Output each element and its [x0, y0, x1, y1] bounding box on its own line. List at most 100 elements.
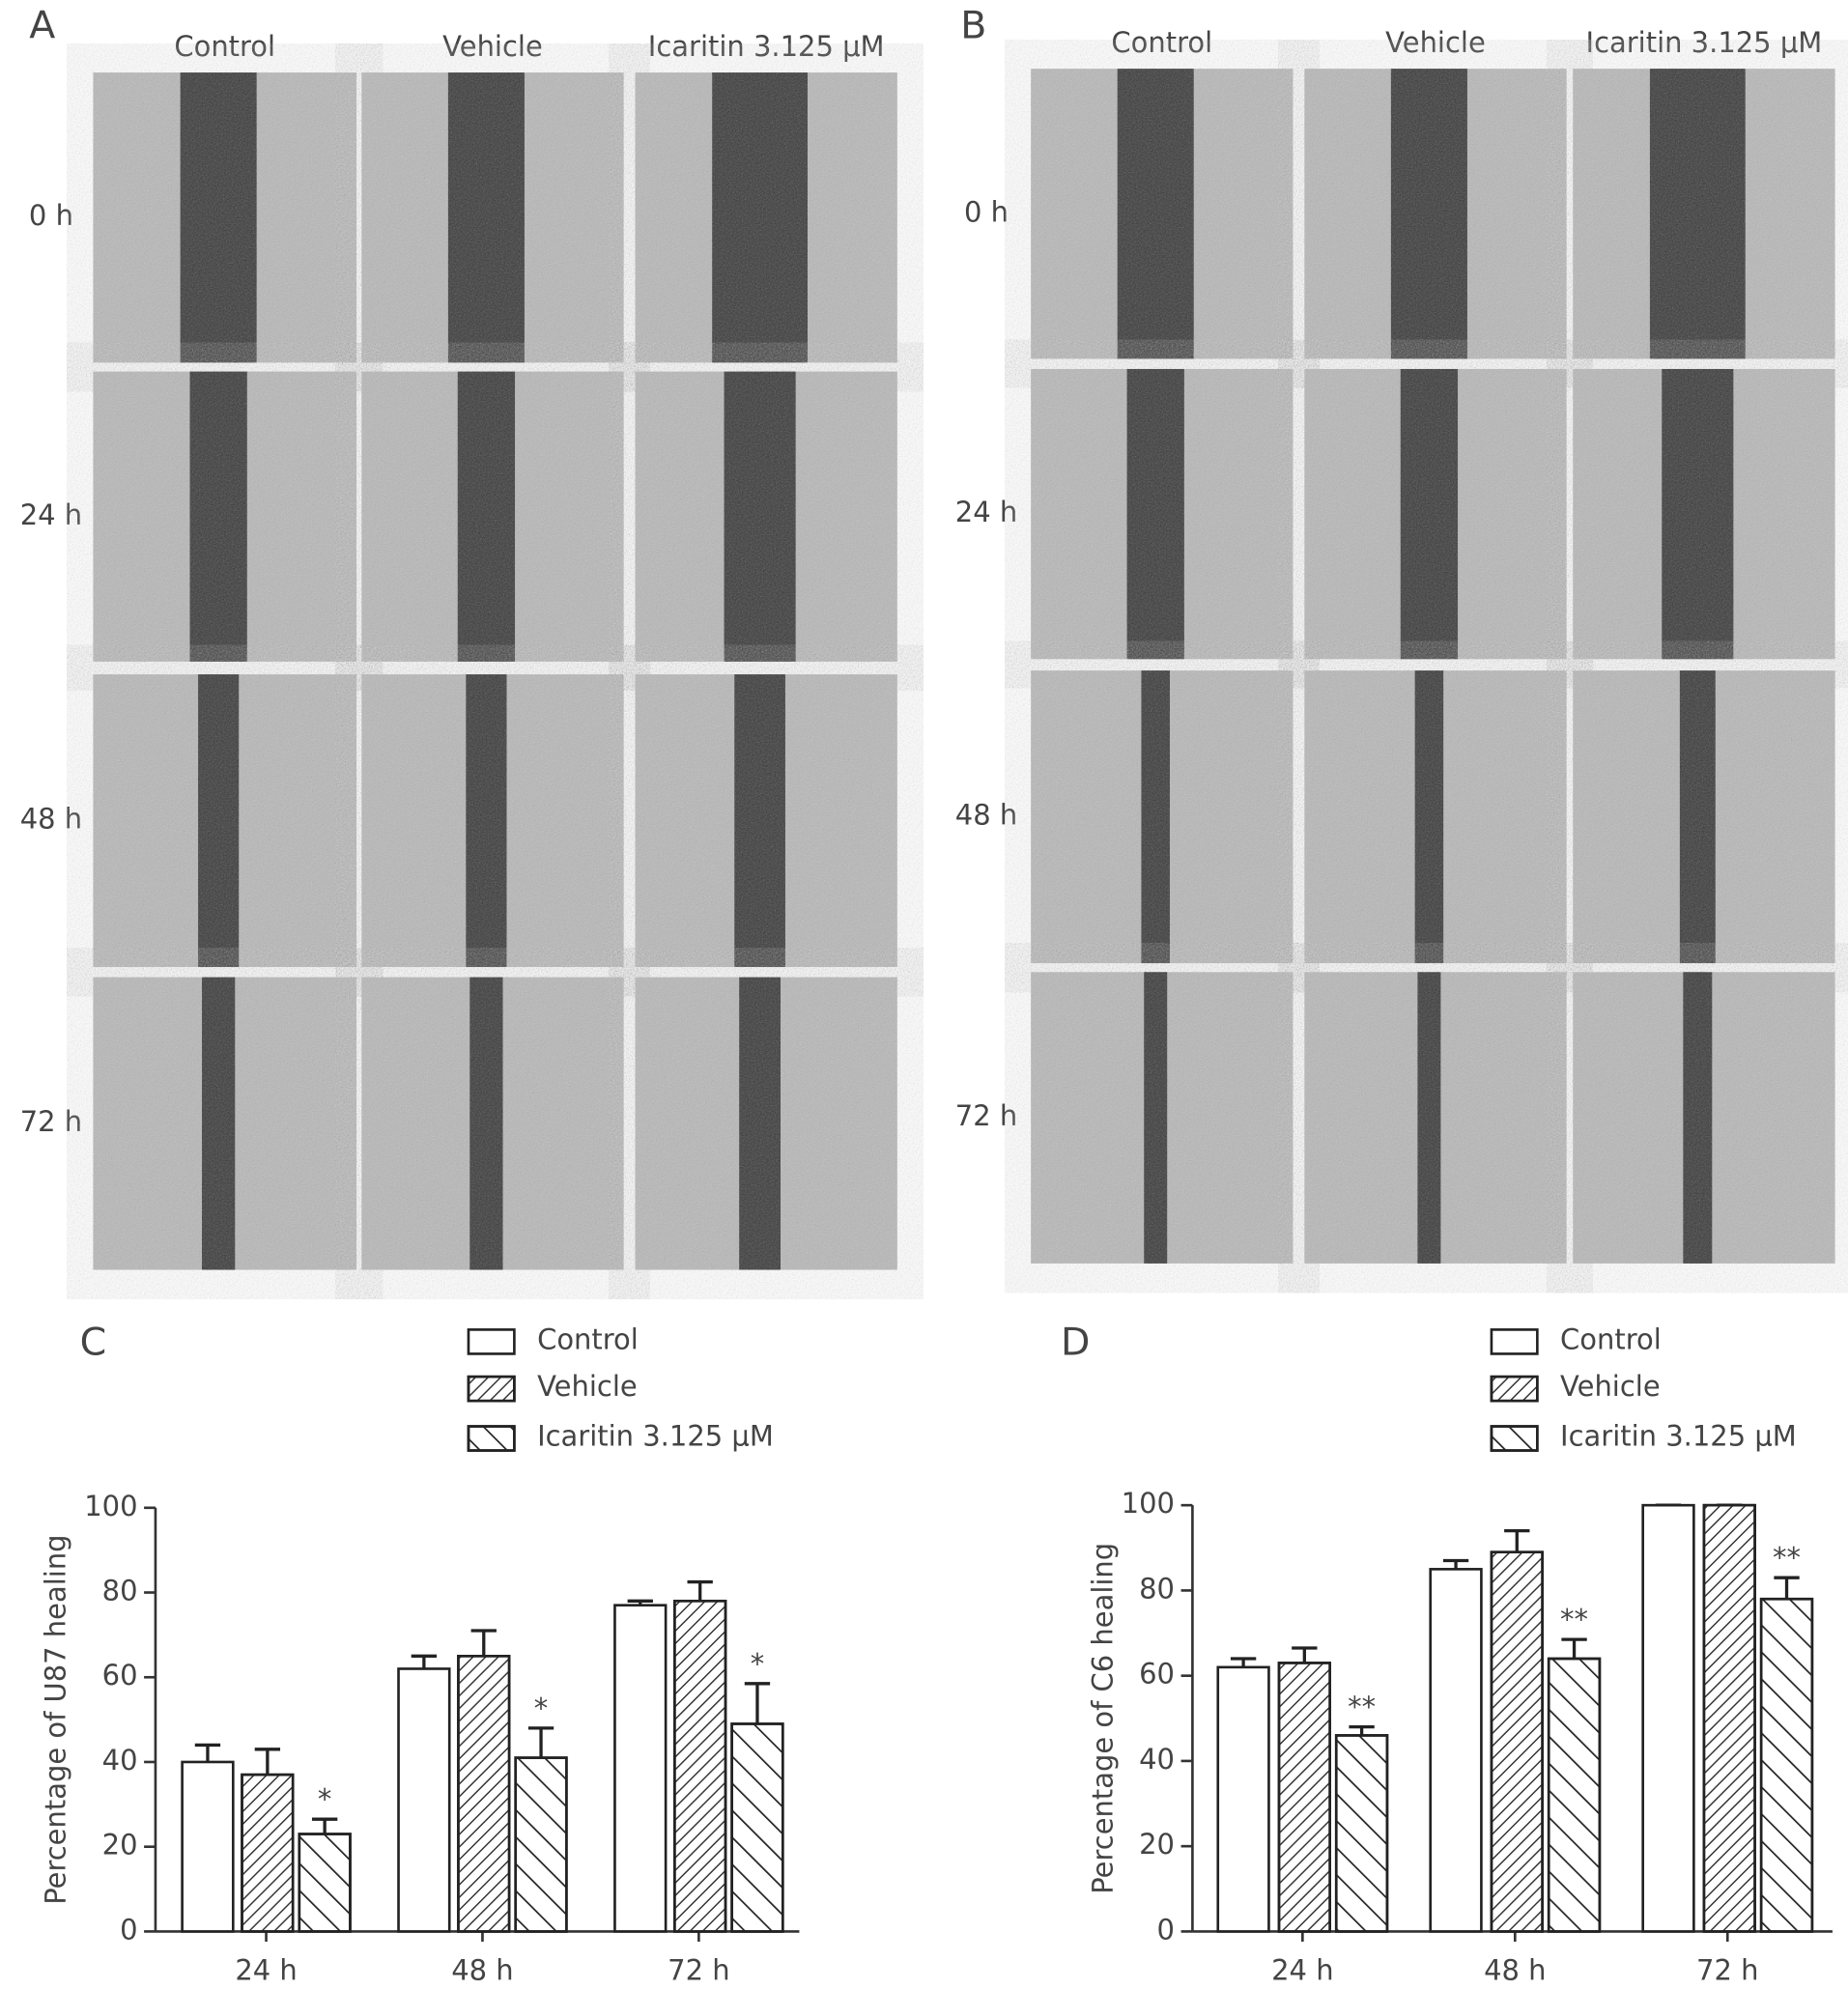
micrograph-grain [635, 674, 897, 968]
bar [397, 1667, 451, 1933]
legend-swatch [1490, 1328, 1539, 1355]
micrograph-grain [93, 977, 357, 1270]
y-tick-label: 100 [84, 1490, 137, 1522]
bar-pattern [241, 1773, 295, 1933]
x-tick-label: 24 h [1271, 1954, 1333, 1987]
row-label: 48 h [955, 799, 1017, 832]
micrograph [361, 977, 624, 1270]
column-header: Vehicle [442, 30, 543, 63]
micrograph-grain [1573, 670, 1835, 964]
micrograph [1304, 670, 1567, 964]
micrograph-grain [361, 371, 624, 662]
micrograph-grain [361, 674, 624, 968]
x-tick-label: 72 h [668, 1954, 729, 1987]
y-tick-label: 20 [102, 1829, 138, 1862]
y-axis-label: Percentage of U87 healing [40, 1534, 72, 1904]
micrograph [361, 674, 624, 968]
significance-mark: ** [1773, 1542, 1801, 1575]
legend-label: Icaritin 3.125 μM [537, 1419, 774, 1452]
y-axis-label: Percentage of C6 healing [1087, 1543, 1120, 1894]
legend-swatch-pattern [467, 1375, 516, 1403]
micrograph [1304, 69, 1567, 359]
micrograph [1573, 670, 1835, 964]
micrograph [93, 371, 357, 662]
significance-mark: * [751, 1647, 764, 1680]
x-tick-label: 24 h [235, 1954, 297, 1987]
y-tick-label: 60 [1139, 1658, 1175, 1691]
row-label: 48 h [20, 803, 82, 836]
column-header: Icaritin 3.125 μM [1586, 26, 1823, 59]
significance-mark: ** [1348, 1691, 1376, 1723]
column-header: Vehicle [1385, 26, 1486, 59]
column-header: Control [174, 30, 275, 63]
micrograph-grain [1031, 368, 1294, 660]
micrograph-grain [1304, 670, 1567, 964]
panel-label: A [29, 3, 55, 47]
micrograph-grain [635, 371, 897, 662]
micrograph-grain [1573, 972, 1835, 1264]
micrograph-grain [1573, 368, 1835, 660]
micrograph-grain [1031, 972, 1294, 1264]
micrograph [1573, 69, 1835, 359]
bar [613, 1604, 668, 1933]
micrograph-grain [361, 977, 624, 1270]
bar-pattern [1702, 1503, 1756, 1933]
y-tick-label: 20 [1139, 1828, 1175, 1861]
micrograph-grain [635, 72, 897, 363]
significance-mark: ** [1560, 1604, 1588, 1636]
bar [1216, 1665, 1270, 1933]
row-label: 0 h [964, 195, 1009, 228]
y-tick-label: 40 [102, 1744, 138, 1777]
panel-label: C [80, 1321, 107, 1365]
y-tick-label: 60 [102, 1659, 138, 1692]
micrograph [635, 371, 897, 662]
bar-pattern [1759, 1597, 1814, 1933]
micrograph [361, 371, 624, 662]
micrograph [1304, 972, 1567, 1264]
micrograph-grain [1031, 670, 1294, 964]
x-tick-label: 48 h [451, 1954, 513, 1987]
y-tick-label: 40 [1139, 1743, 1175, 1776]
bar-pattern [1490, 1550, 1544, 1933]
micrograph-grain [1304, 972, 1567, 1264]
micrograph-grain [1573, 69, 1835, 359]
micrograph-grain [93, 674, 357, 968]
legend-swatch-pattern [467, 1425, 516, 1452]
micrograph [635, 977, 897, 1270]
bar [1641, 1503, 1695, 1933]
column-header: Icaritin 3.125 μM [648, 30, 885, 63]
bar [1429, 1568, 1483, 1933]
x-tick-label: 72 h [1696, 1954, 1758, 1987]
row-label: 72 h [955, 1099, 1017, 1132]
micrograph [635, 674, 897, 968]
bar-pattern [514, 1756, 568, 1933]
micrograph [1031, 972, 1294, 1264]
bar-pattern [457, 1655, 511, 1933]
y-tick-label: 80 [1139, 1572, 1175, 1605]
row-label: 24 h [20, 498, 82, 531]
bar-pattern [1547, 1657, 1602, 1933]
bar [181, 1760, 235, 1933]
panel-label: B [960, 3, 986, 47]
micrograph-grain [93, 371, 357, 662]
y-tick-label: 100 [1122, 1487, 1175, 1520]
y-tick-label: 0 [120, 1913, 137, 1946]
legend-label: Control [1560, 1322, 1662, 1355]
micrograph-grain [1304, 69, 1567, 359]
micrograph [1573, 972, 1835, 1264]
micrograph-grain [361, 72, 624, 363]
legend-swatch-pattern [1490, 1375, 1539, 1403]
bar-pattern [673, 1599, 727, 1933]
legend-swatch [467, 1328, 516, 1355]
legend-label: Vehicle [1560, 1370, 1661, 1403]
legend-label: Icaritin 3.125 μM [1560, 1419, 1797, 1452]
micrograph [1031, 670, 1294, 964]
x-tick-label: 48 h [1484, 1954, 1546, 1987]
y-tick-label: 80 [102, 1575, 138, 1607]
panel-label: D [1061, 1321, 1090, 1365]
micrograph-grain [93, 72, 357, 363]
bar-pattern [1277, 1662, 1331, 1933]
micrograph-grain [635, 977, 897, 1270]
legend-label: Control [537, 1322, 639, 1355]
